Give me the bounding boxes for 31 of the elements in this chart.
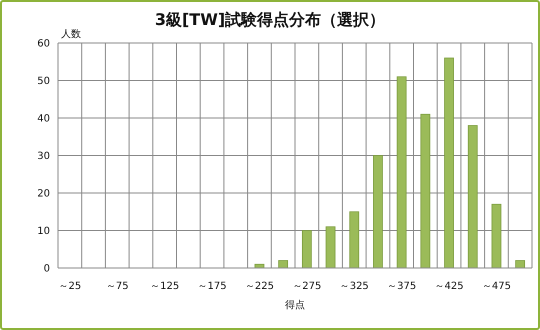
- x-tick-label: ～75: [106, 281, 129, 292]
- bar: [373, 155, 383, 268]
- x-tick-label: ～275: [292, 281, 322, 292]
- y-tick-label: 10: [37, 226, 50, 238]
- bar: [420, 114, 430, 268]
- y-tick-label: 50: [37, 76, 50, 88]
- bar: [326, 226, 336, 268]
- y-tick-label: 20: [37, 188, 50, 200]
- bar: [278, 260, 288, 268]
- x-tick-label: ～225: [244, 281, 274, 292]
- y-axis-title: 人数: [61, 28, 81, 41]
- bar: [349, 211, 360, 268]
- bar: [396, 76, 407, 268]
- y-tick-label: 40: [37, 114, 50, 125]
- x-tick-label: ～425: [434, 281, 464, 292]
- x-axis-title: 得点: [284, 298, 306, 312]
- x-tick-label: ～475: [482, 281, 511, 292]
- x-tick-label: ～125: [150, 281, 180, 292]
- bar: [302, 230, 312, 268]
- y-tick-label: 30: [37, 151, 50, 162]
- chart-title: 3級[TW]試験得点分布（選択）: [154, 10, 386, 29]
- bar: [444, 58, 454, 268]
- y-tick-label: 60: [37, 38, 50, 50]
- x-tick-label: ～25: [58, 281, 82, 292]
- bar: [468, 125, 478, 268]
- x-tick-label: ～175: [198, 281, 227, 292]
- bar: [492, 204, 502, 268]
- x-tick-label: ～325: [340, 281, 369, 292]
- y-tick-label: 0: [44, 264, 50, 275]
- x-tick-label: ～375: [387, 281, 416, 292]
- bar: [515, 260, 526, 268]
